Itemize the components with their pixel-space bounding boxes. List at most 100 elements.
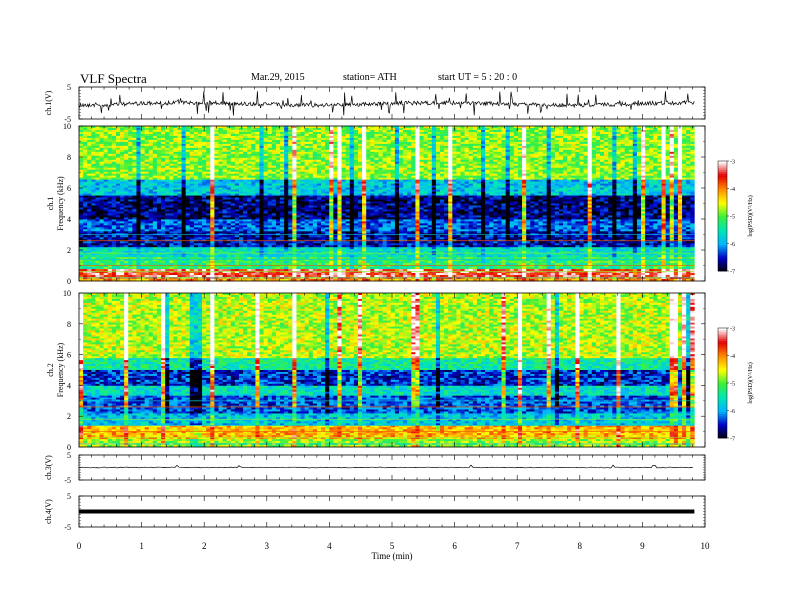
spectrogram-cell (79, 138, 83, 140)
spectrogram-cell (165, 136, 169, 138)
spectrogram-cell (374, 142, 378, 144)
spectrogram-cell (456, 132, 460, 134)
spectrogram-cell (469, 130, 473, 132)
spectrogram-cell (350, 136, 354, 138)
spectrogram-cell (239, 130, 243, 132)
spectrogram-cell (358, 136, 362, 138)
spectrogram-cell (378, 132, 382, 134)
spectrogram-cell (124, 132, 128, 134)
spectrogram-cell (264, 130, 268, 132)
spectrogram-cell (83, 130, 87, 132)
spectrogram-cell (255, 130, 259, 132)
spectrogram-cell (485, 144, 489, 146)
spectrogram-cell (502, 132, 506, 134)
spectrogram-cell (354, 134, 358, 136)
spectrogram-cell (456, 136, 460, 138)
spectrogram-cell (346, 140, 350, 142)
spectrogram-cell (284, 136, 288, 138)
spectrogram-cell (280, 136, 284, 138)
spectrogram-cell (526, 138, 530, 140)
spectrogram-cell (358, 128, 362, 130)
spectrogram-cell (136, 140, 140, 142)
spectrogram-cell (637, 140, 641, 142)
spectrogram-cell (124, 140, 128, 142)
spectrogram-cell (223, 128, 227, 130)
spectrogram-cell (436, 130, 440, 132)
spectrogram-cell (686, 130, 690, 132)
spectrogram-cell (662, 136, 666, 138)
spectrogram-cell (411, 136, 415, 138)
spectrogram-cell (198, 130, 202, 132)
spectrogram-cell (502, 136, 506, 138)
spectrogram-cell (563, 136, 567, 138)
spectrogram-cell (543, 138, 547, 140)
spectrogram-cell (403, 132, 407, 134)
spectrogram-cell (153, 130, 157, 132)
spectrogram-cell (452, 140, 456, 142)
spectrogram-cell (214, 136, 218, 138)
spectrogram-cell (440, 142, 444, 144)
spectrogram-cell (342, 130, 346, 132)
spectrogram-cell (288, 132, 292, 134)
spectrogram-cell (169, 140, 173, 142)
spectrogram-cell (497, 134, 501, 136)
spectrogram-cell (625, 138, 629, 140)
spectrogram-cell (235, 136, 239, 138)
spectrogram-cell (149, 138, 153, 140)
spectrogram-cell (214, 130, 218, 132)
spectrogram-cell (333, 134, 337, 136)
spectrogram-cell (559, 136, 563, 138)
spectrogram-cell (247, 128, 251, 130)
spectrogram-cell (210, 138, 214, 140)
spectrogram-cell (165, 130, 169, 132)
spectrogram-cell (374, 144, 378, 146)
spectrogram-cell (79, 144, 83, 146)
spectrogram-cell (633, 136, 637, 138)
spectrogram-cell (588, 132, 592, 134)
spectrogram-cell (301, 140, 305, 142)
spectrogram-cell (182, 132, 186, 134)
spectrogram-cell (313, 128, 317, 130)
spectrogram-cell (645, 142, 649, 144)
spectrogram-cell (227, 128, 231, 130)
spectrogram-cell (202, 134, 206, 136)
spectrogram-cell (214, 142, 218, 144)
spectrogram-cell (428, 130, 432, 132)
spectrogram-cell (116, 138, 120, 140)
spectrogram-cell (571, 130, 575, 132)
spectrogram-cell (186, 144, 190, 146)
spectrogram-cell (313, 132, 317, 134)
spectrogram-cell (411, 138, 415, 140)
spectrogram-cell (329, 140, 333, 142)
spectrogram-cell (461, 132, 465, 134)
spectrogram-cell (461, 134, 465, 136)
spectrogram-cell (662, 138, 666, 140)
spectrogram-cell (567, 140, 571, 142)
spectrogram-cell (534, 142, 538, 144)
spectrogram-cell (575, 138, 579, 140)
spectrogram-cell (247, 134, 251, 136)
spectrogram-cell (682, 128, 686, 130)
spectrogram-cell (239, 128, 243, 130)
spectrogram-cell (670, 140, 674, 142)
spectrogram-cell (223, 132, 227, 134)
spectrogram-cell (497, 140, 501, 142)
spectrogram-cell (383, 130, 387, 132)
spectrogram-cell (497, 138, 501, 140)
spectrogram-cell (686, 140, 690, 142)
spectrogram-cell (424, 136, 428, 138)
spectrogram-cell (555, 144, 559, 146)
spectrogram-cell (186, 138, 190, 140)
spectrogram-cell (428, 144, 432, 146)
spectrogram-cell (104, 132, 108, 134)
spectrogram-cell (128, 140, 132, 142)
spectrogram-cell (584, 130, 588, 132)
spectrogram-cell (231, 130, 235, 132)
spectrogram-cell (538, 134, 542, 136)
spectrogram-cell (415, 140, 419, 142)
spectrogram-cell (206, 144, 210, 146)
spectrogram-cell (608, 132, 612, 134)
spectrogram-cell (321, 142, 325, 144)
spectrogram-cell (362, 130, 366, 132)
spectrogram-cell (616, 132, 620, 134)
